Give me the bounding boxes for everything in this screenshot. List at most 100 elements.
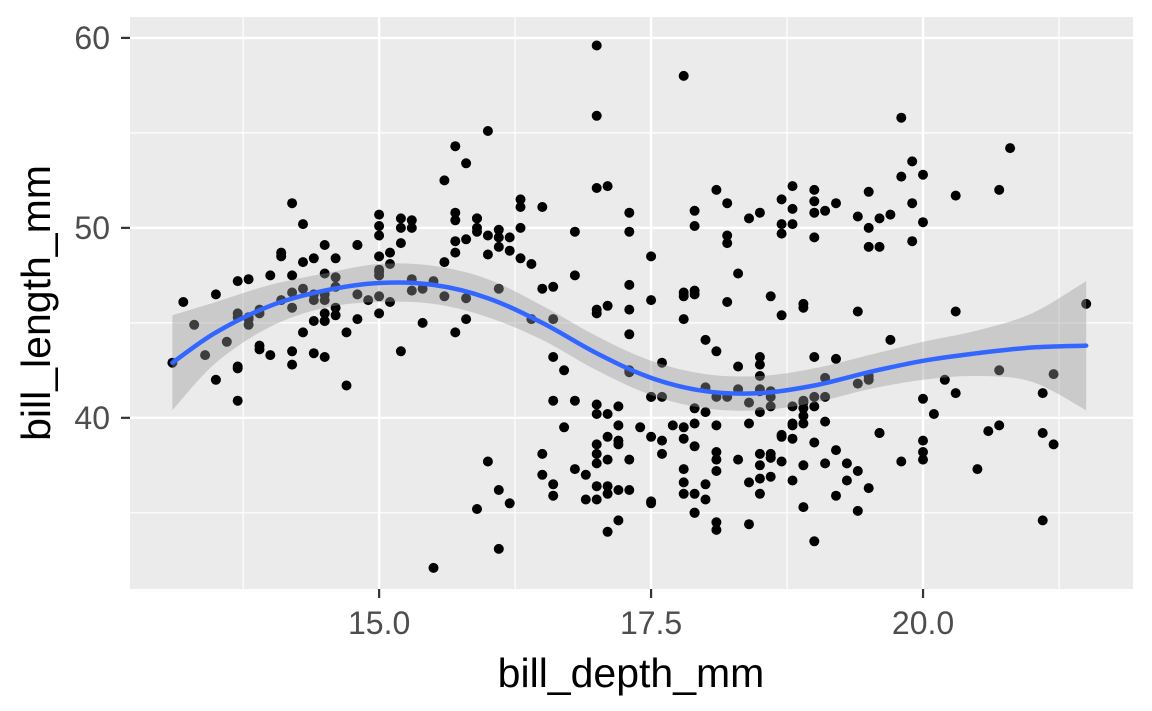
data-point (841, 458, 852, 469)
data-point (787, 418, 798, 429)
data-point (852, 505, 863, 516)
data-point (602, 181, 613, 192)
data-point (461, 234, 472, 245)
data-point (907, 236, 918, 247)
data-point (591, 183, 602, 193)
data-point (1081, 298, 1092, 309)
data-point (189, 319, 200, 330)
data-point (352, 314, 363, 325)
data-point (918, 217, 928, 228)
data-point (700, 479, 711, 490)
data-point (820, 205, 831, 216)
data-point (178, 297, 189, 307)
data-point (591, 458, 602, 469)
data-point (265, 350, 276, 361)
data-point (950, 190, 961, 201)
data-point (243, 319, 254, 330)
data-point (395, 346, 406, 357)
data-point (798, 418, 809, 429)
data-point (1048, 369, 1059, 380)
data-point (831, 198, 841, 209)
data-point (450, 207, 461, 218)
smooth-line (170, 280, 1089, 396)
data-point (722, 198, 733, 209)
data-point (918, 454, 928, 465)
data-point (700, 334, 711, 345)
data-point (733, 268, 744, 279)
data-point (809, 437, 820, 448)
data-point (678, 464, 689, 475)
data-point (319, 240, 330, 250)
data-point (841, 475, 852, 486)
data-point (863, 186, 874, 197)
data-point (461, 158, 472, 169)
data-point (972, 464, 983, 475)
data-point (711, 184, 722, 195)
data-point (395, 222, 406, 233)
data-point (678, 488, 689, 499)
data-point (537, 283, 548, 294)
data-point (493, 485, 504, 495)
data-point (983, 426, 994, 437)
data-point (406, 215, 417, 226)
data-point (569, 226, 580, 237)
data-point (374, 230, 385, 241)
y-tick-label: 50 (74, 210, 110, 246)
data-point (482, 230, 493, 241)
data-point (374, 251, 385, 262)
data-point (591, 448, 602, 459)
data-point (602, 431, 613, 442)
data-point (852, 466, 863, 476)
data-point (472, 504, 482, 514)
data-point (787, 219, 798, 230)
data-point (885, 209, 896, 220)
data-point (493, 224, 504, 235)
data-point (776, 219, 787, 230)
data-point (308, 348, 319, 359)
data-point (613, 420, 624, 431)
data-point (298, 257, 308, 268)
data-point (200, 350, 211, 361)
data-point (569, 270, 580, 281)
data-point (515, 253, 526, 264)
data-point (276, 251, 287, 262)
data-point (624, 279, 635, 290)
data-point (493, 241, 504, 252)
data-point (863, 241, 874, 252)
data-point (711, 466, 722, 476)
data-point (689, 441, 700, 452)
data-point (385, 247, 395, 258)
data-point (711, 346, 722, 357)
data-point (330, 253, 341, 264)
data-point (569, 464, 580, 475)
data-point (461, 314, 472, 325)
data-point (733, 454, 744, 465)
data-point (624, 454, 635, 465)
data-point (711, 447, 722, 457)
data-point (559, 365, 570, 376)
data-point (363, 295, 374, 306)
data-point (624, 485, 635, 495)
data-point (852, 306, 863, 317)
data-point (896, 456, 907, 467)
data-point (689, 507, 700, 518)
data-point (548, 314, 559, 325)
y-axis-title: bill_length_mm (13, 165, 59, 441)
data-point (341, 327, 352, 338)
data-point (831, 490, 841, 501)
data-point (526, 259, 537, 269)
data-point (918, 393, 928, 404)
data-point (613, 515, 624, 526)
data-point (439, 291, 450, 302)
data-point (754, 473, 765, 484)
data-point (928, 409, 939, 419)
data-point (472, 213, 482, 224)
data-point (852, 211, 863, 222)
data-point (754, 207, 765, 218)
data-point (374, 291, 385, 302)
data-point (657, 448, 667, 459)
data-point (569, 395, 580, 406)
data-point (939, 374, 950, 385)
data-point (765, 401, 776, 412)
